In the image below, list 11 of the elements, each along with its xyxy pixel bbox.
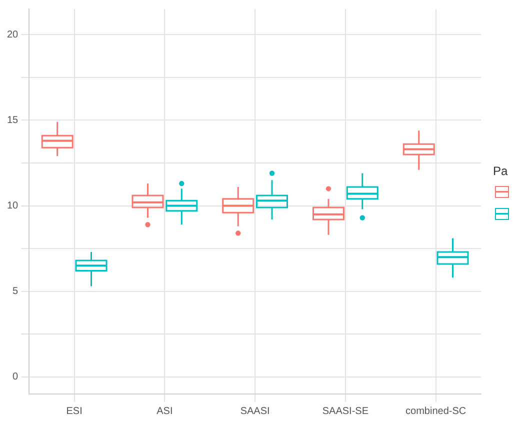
x-tick-label: ESI [66, 406, 82, 417]
y-tick-label: 10 [7, 200, 19, 212]
x-tick-label: combined-SC [406, 406, 466, 417]
x-tick-label: SAASI-SE [322, 406, 369, 417]
y-tick-label: 0 [12, 372, 19, 383]
legend-title: Pa [493, 164, 508, 178]
x-tick-label: SAASI [240, 406, 270, 417]
y-tick-label: 20 [7, 29, 19, 40]
y-tick-label: 15 [7, 114, 19, 126]
y-tick-label: 5 [12, 286, 19, 298]
x-tick-label: ASI [156, 406, 173, 417]
